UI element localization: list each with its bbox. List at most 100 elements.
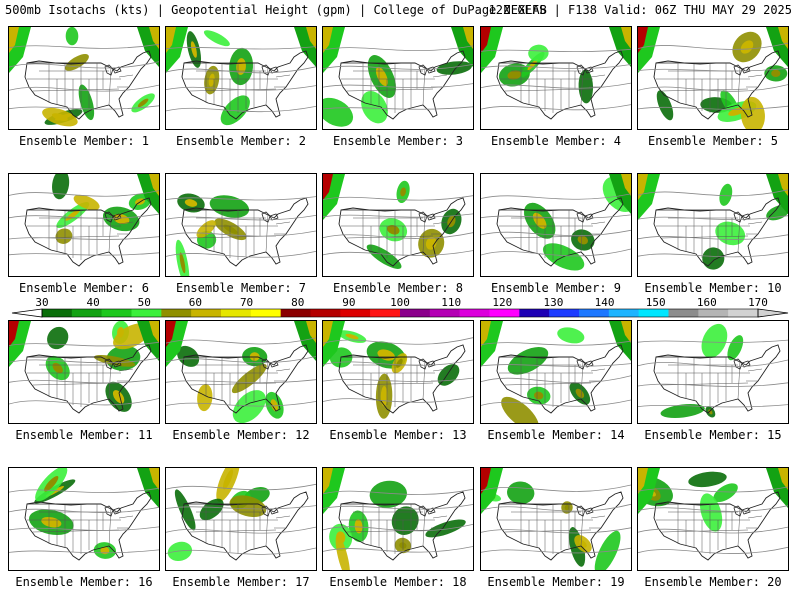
height-contour [323, 524, 473, 532]
jet-core-shade [534, 391, 544, 400]
great-lakes [733, 358, 751, 370]
state-boundary [422, 360, 426, 400]
jet-streak-shade [366, 244, 402, 269]
corner-jet-core [621, 174, 631, 196]
jet-streak-shade [425, 519, 466, 538]
height-contour [9, 378, 159, 384]
jet-core-shade [527, 58, 539, 71]
jet-streak-shade [78, 84, 95, 121]
jet-core-shade [184, 199, 198, 207]
state-boundary [422, 507, 426, 547]
height-contour [481, 503, 631, 512]
state-boundary [747, 368, 763, 372]
ensemble-member-label: Ensemble Member: 7 [175, 281, 307, 295]
colorbar-segment [549, 309, 580, 317]
state-boundary [432, 515, 448, 519]
jet-streak-shade [740, 96, 765, 129]
colorbar-tick-label: 40 [86, 296, 100, 309]
jet-streak-shade [361, 91, 388, 124]
state-boundary [737, 213, 741, 253]
height-contour [166, 356, 316, 364]
jet-streak-shade [232, 390, 266, 423]
state-boundary [590, 515, 606, 519]
ensemble-member-label: Ensemble Member: 8 [332, 281, 464, 295]
height-contour [481, 375, 631, 384]
corner-jet-core [323, 468, 333, 494]
jet-streak-shade [220, 95, 250, 126]
colorbar-segment [101, 309, 132, 317]
corner-jet-core [166, 321, 176, 347]
state-boundary [275, 221, 291, 225]
jet-streak-shade [323, 97, 354, 127]
state-boundary [580, 360, 584, 400]
ensemble-map [165, 26, 317, 130]
height-contour [9, 190, 159, 197]
height-contour [323, 377, 473, 382]
height-contour [638, 526, 788, 534]
jet-streak-shade [64, 54, 89, 71]
colorbar-segment [221, 309, 252, 317]
jet-streak-shade [715, 221, 746, 246]
jet-core-shade [112, 213, 130, 224]
colorbar-segment [310, 309, 341, 317]
state-boundary [747, 74, 763, 78]
height-contour [166, 215, 316, 221]
jet-core-shade [380, 386, 388, 407]
ensemble-map [165, 320, 317, 424]
ensemble-map [165, 173, 317, 277]
jet-core-shade [208, 73, 215, 87]
jet-streak-shade [93, 354, 136, 367]
corner-jet-core [621, 27, 631, 49]
great-lakes [418, 211, 436, 223]
corner-jet-core [306, 27, 316, 49]
state-boundary [265, 360, 269, 400]
corner-jet-core [463, 27, 473, 49]
corner-jet-core [9, 321, 19, 347]
height-contour [9, 341, 159, 347]
corner-jet-core [9, 27, 19, 53]
ensemble-map [637, 26, 789, 130]
height-contour [166, 337, 316, 345]
height-contour [481, 104, 631, 111]
state-boundary [504, 382, 592, 386]
height-contour [638, 359, 788, 368]
state-boundary [118, 368, 134, 372]
state-boundary [108, 66, 112, 106]
colorbar-segment [459, 309, 490, 317]
jet-streak-shade [660, 403, 705, 419]
corner-jet-core [481, 321, 491, 347]
colorbar-tick-label: 100 [390, 296, 410, 309]
ensemble-member-label: Ensemble Member: 15 [644, 428, 782, 442]
jet-streak-shade [501, 396, 539, 423]
colorbar-segment [131, 309, 162, 317]
jet-streak-shade [369, 480, 407, 508]
jet-streak-shade [700, 493, 723, 532]
state-boundary [32, 382, 120, 386]
state-boundary [504, 235, 592, 239]
jet-streak-shade [52, 174, 70, 200]
colorbar-tick-label: 60 [188, 296, 203, 309]
ensemble-map [322, 173, 474, 277]
state-boundary [275, 368, 291, 372]
state-boundary [661, 235, 749, 239]
corner-jet-core [149, 27, 159, 49]
great-lakes [418, 64, 436, 76]
jet-streak-shade [557, 327, 585, 344]
state-boundary [346, 529, 434, 533]
jet-streak-shade [713, 483, 738, 503]
ensemble-map [322, 467, 474, 571]
height-contour [481, 193, 631, 200]
ensemble-map [637, 467, 789, 571]
jet-core-shade [564, 504, 570, 511]
state-boundary [747, 221, 763, 225]
height-contour [166, 251, 316, 258]
header-title: 500mb Isotachs (kts) | Geopotential Heig… [5, 3, 547, 17]
height-contour [166, 505, 316, 510]
height-contour [481, 399, 631, 407]
colorbar-tick-label: 160 [696, 296, 717, 309]
height-contour [638, 215, 788, 221]
height-contour [481, 214, 631, 219]
colorbar-segment [71, 309, 102, 317]
jet-streak-shade [727, 335, 744, 361]
height-contour [323, 83, 473, 89]
